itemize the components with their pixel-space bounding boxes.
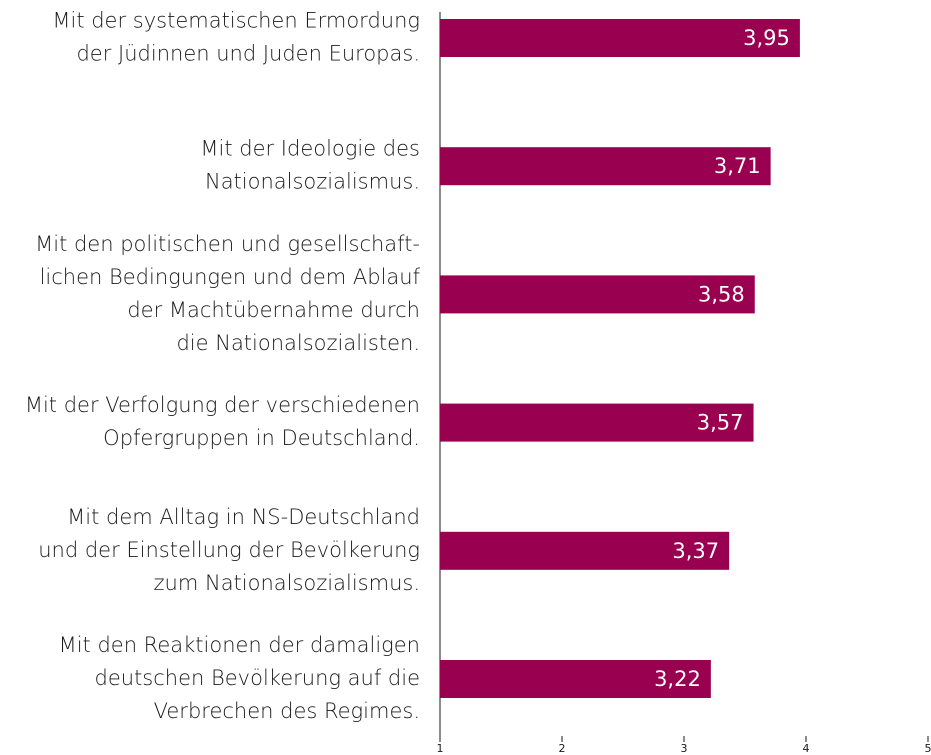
value-label: 3,95: [743, 26, 790, 50]
bar: [440, 403, 754, 442]
category-label: und der Einstellung der Bevölkerung: [38, 538, 420, 562]
x-tick-label: 3: [681, 742, 688, 755]
category-label: der Machtübernahme durch: [127, 298, 420, 322]
value-label: 3,71: [714, 154, 761, 178]
category-label: Mit der Ideologie des: [200, 137, 420, 161]
x-tick-label: 4: [803, 742, 810, 755]
category-label: Mit den Reaktionen der damaligen: [59, 633, 420, 657]
category-label: Nationalsozialismus.: [205, 170, 420, 194]
bar: [440, 147, 771, 186]
x-tick-label: 1: [437, 742, 444, 755]
bar: [440, 19, 800, 57]
category-label: der Jüdinnen und Juden Europas.: [76, 42, 420, 66]
value-label: 3,58: [698, 282, 745, 306]
category-label: lichen Bedingungen und dem Ablauf: [40, 265, 421, 289]
category-label: Mit den politischen und gesellschaft-: [35, 232, 420, 256]
category-label: Opfergruppen in Deutschland.: [103, 426, 420, 450]
value-label: 3,22: [654, 667, 701, 691]
category-label: Mit der systematischen Ermordung: [52, 9, 420, 33]
x-tick-label: 5: [925, 742, 931, 755]
value-label: 3,57: [697, 411, 744, 435]
x-tick-label: 2: [559, 742, 566, 755]
bar: [440, 275, 755, 314]
category-label: die Nationalsozialisten.: [176, 331, 420, 355]
category-label: deutschen Bevölkerung auf die: [95, 666, 420, 690]
value-label: 3,37: [672, 539, 719, 563]
bar: [440, 531, 730, 570]
category-label: zum Nationalsozialismus.: [154, 571, 420, 595]
bar: [440, 660, 711, 698]
category-label: Verbrechen des Regimes.: [154, 699, 420, 723]
category-label: Mit der Verfolgung der verschiedenen: [25, 393, 420, 417]
category-label: Mit dem Alltag in NS-Deutschland: [67, 505, 420, 529]
